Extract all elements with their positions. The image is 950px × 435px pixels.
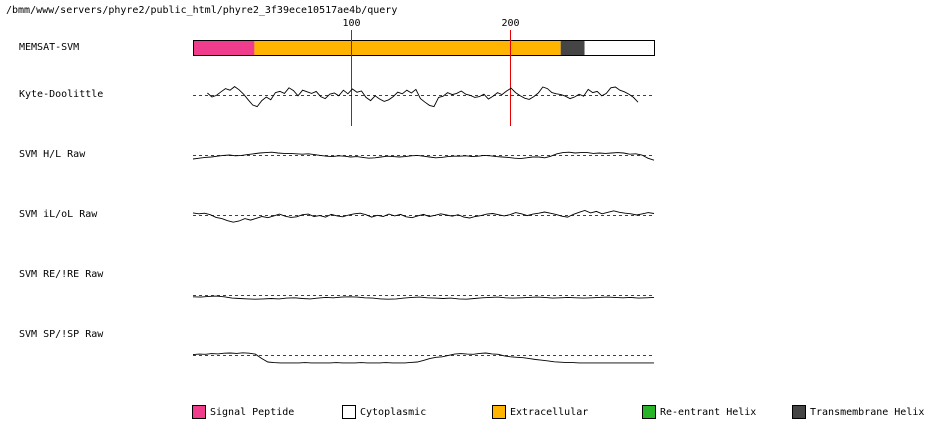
- legend-item-transmembrane-helix: Transmembrane Helix: [792, 404, 924, 420]
- legend-swatch-signal-peptide: [192, 405, 206, 419]
- svm-hl-label: SVM H/L Raw: [19, 149, 86, 160]
- memsat-bar-outline: [193, 40, 655, 56]
- legend-label-cytoplasmic: Cytoplasmic: [360, 406, 427, 418]
- memsat-segment-cytoplasmic: [584, 40, 654, 55]
- memsat-segment-extracellular: [254, 40, 561, 55]
- svm-iloi-label: SVM iL/oL Raw: [19, 209, 98, 220]
- residue-marker-label: 200: [501, 18, 519, 29]
- legend-swatch-reentrant-helix: [642, 405, 656, 419]
- legend-label-transmembrane-helix: Transmembrane Helix: [810, 406, 925, 418]
- svm-hl-raw-series-line: [192, 151, 655, 161]
- legend-swatch-cytoplasmic: [342, 405, 356, 419]
- kyte-doolittle-series-line: [207, 86, 639, 108]
- memsat-segment-transmembrane: [560, 40, 585, 55]
- svm-re-raw-series-line: [192, 295, 655, 300]
- svm-il-ol-raw-series-line: [192, 210, 655, 223]
- legend-swatch-transmembrane-helix: [792, 405, 806, 419]
- residue-marker-label: 100: [342, 18, 360, 29]
- legend-label-extracellular: Extracellular: [510, 406, 589, 418]
- svm-sp-raw-series-line: [192, 352, 654, 364]
- memsat-segment-signal-peptide: [193, 40, 255, 55]
- legend-label-reentrant-helix: Re-entrant Helix: [660, 406, 757, 418]
- svm-sp-label: SVM SP/!SP Raw: [19, 329, 104, 340]
- legend-label-signal-peptide: Signal Peptide: [210, 406, 295, 418]
- kyte-doolittle-label: Kyte-Doolittle: [19, 89, 104, 100]
- legend-item-cytoplasmic: Cytoplasmic: [342, 404, 426, 420]
- legend-item-extracellular: Extracellular: [492, 404, 588, 420]
- legend-swatch-extracellular: [492, 405, 506, 419]
- legend-item-reentrant-helix: Re-entrant Helix: [642, 404, 756, 420]
- legend-item-signal-peptide: Signal Peptide: [192, 404, 294, 420]
- svm-re-label: SVM RE/!RE Raw: [19, 269, 104, 280]
- page-path-title: /bmm/www/servers/phyre2/public_html/phyr…: [6, 5, 398, 16]
- memsat-label: MEMSAT-SVM: [19, 42, 80, 53]
